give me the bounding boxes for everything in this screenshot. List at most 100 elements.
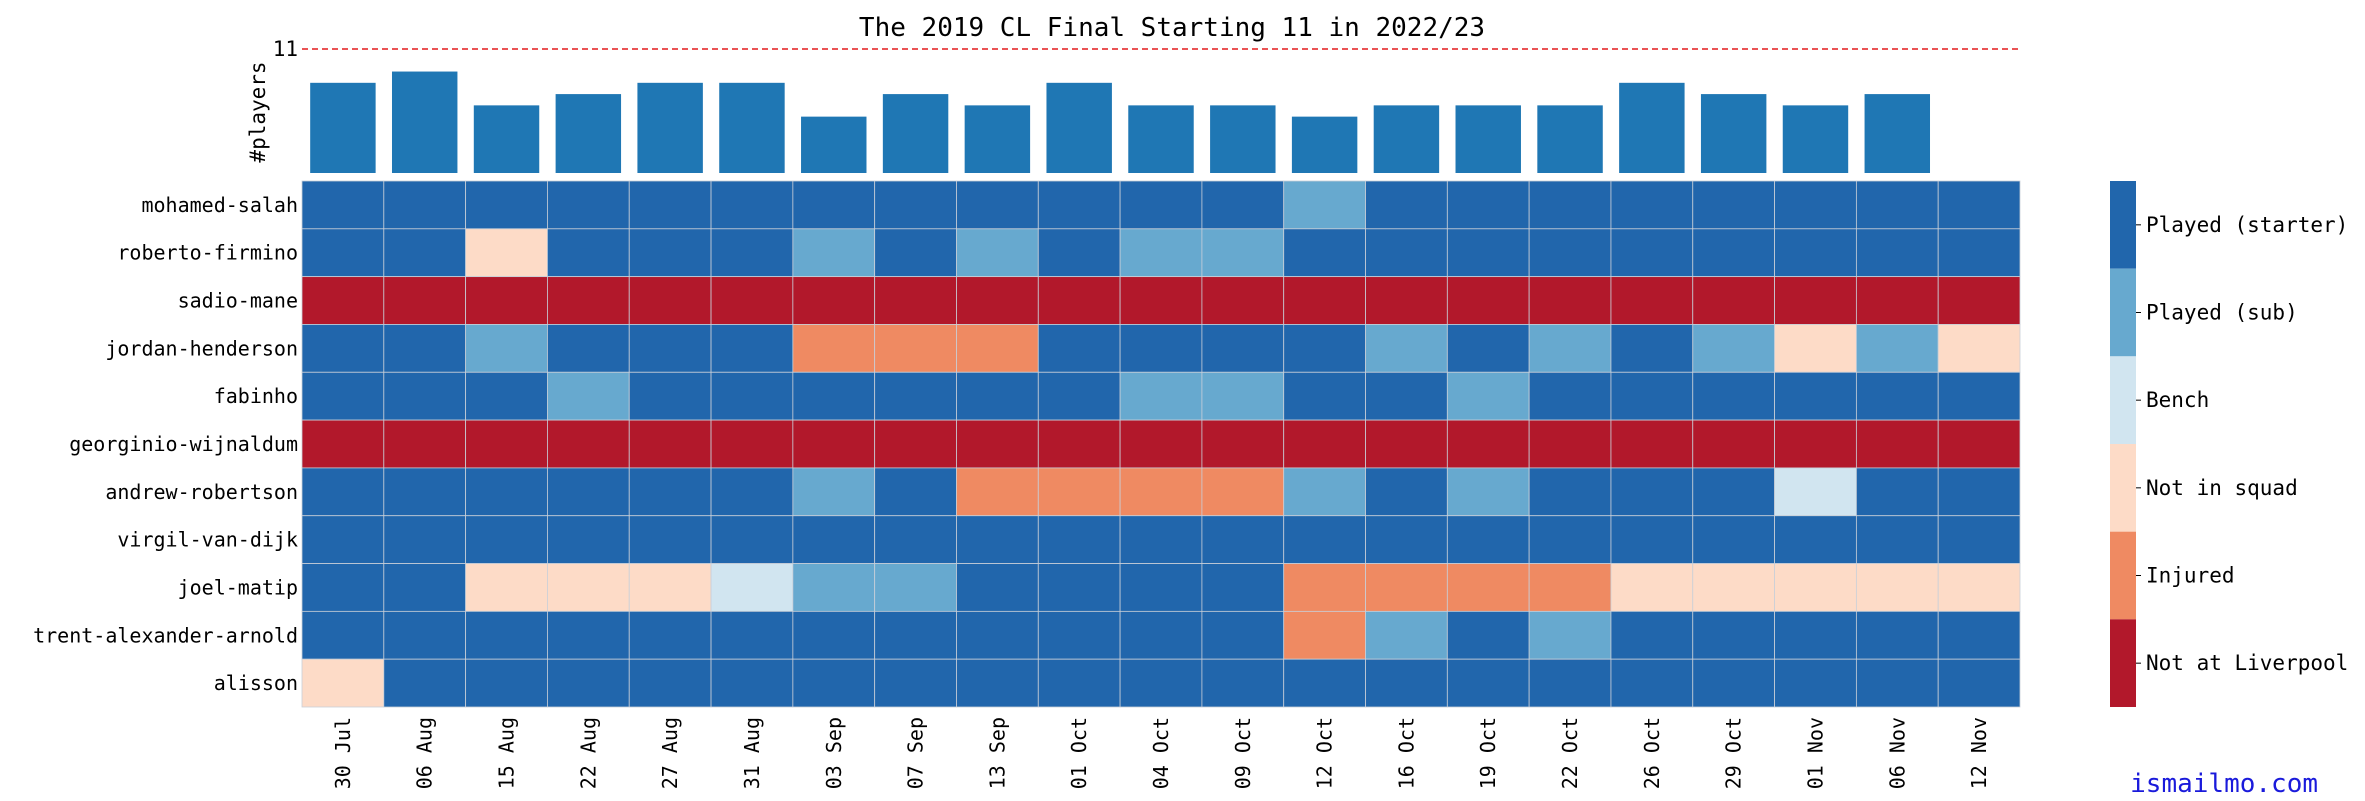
heatmap-cell	[1692, 658, 1775, 708]
heatmap-cell	[1774, 419, 1857, 469]
date-tick-label: 03 Sep	[822, 717, 846, 789]
heatmap-cell	[1528, 180, 1612, 230]
heatmap-cell	[465, 610, 548, 660]
heatmap-cell	[1692, 563, 1775, 612]
heatmap-cell	[1201, 371, 1285, 421]
heatmap-cell	[1037, 228, 1121, 278]
player-count-bar	[1210, 105, 1276, 173]
player-count-bar	[391, 71, 458, 173]
heatmap-cell	[301, 610, 385, 660]
heatmap-cell	[1528, 276, 1612, 325]
heatmap-cell	[1446, 467, 1530, 517]
date-tick-label: 12 Nov	[1967, 717, 1991, 789]
heatmap-cell	[792, 610, 876, 660]
heatmap-cell	[1365, 180, 1448, 230]
heatmap-cell	[465, 228, 548, 278]
heatmap-cell	[1774, 515, 1857, 564]
player-count-bar	[801, 116, 867, 173]
heatmap-cell	[383, 419, 467, 469]
heatmap-cell	[956, 658, 1039, 708]
legend-label: Not in squad	[2146, 476, 2298, 500]
heatmap-cell	[710, 467, 794, 517]
heatmap-cell	[1528, 563, 1612, 612]
heatmap-cell	[628, 276, 712, 325]
heatmap-cell	[383, 658, 467, 708]
heatmap-cell	[547, 563, 630, 612]
heatmap-cell	[1774, 658, 1857, 708]
heatmap-cell	[465, 324, 548, 373]
player-count-bar	[310, 82, 376, 173]
heatmap-cell	[1283, 276, 1366, 325]
heatmap-cell	[1446, 180, 1530, 230]
heatmap-cell	[956, 467, 1039, 517]
heatmap-cell	[1365, 419, 1448, 469]
heatmap-cell	[792, 276, 876, 325]
legend-label: Not at Liverpool	[2146, 651, 2348, 675]
heatmap-cell	[465, 467, 548, 517]
heatmap-cell	[1365, 563, 1448, 612]
heatmap-cell	[1937, 324, 2021, 373]
date-tick-label: 29 Oct	[1722, 717, 1746, 789]
heatmap-cell	[301, 324, 385, 373]
heatmap-cell	[1774, 180, 1857, 230]
heatmap-cell	[1528, 228, 1612, 278]
heatmap-cell	[874, 180, 957, 230]
heatmap-cell	[956, 371, 1039, 421]
player-count-bar	[1700, 94, 1767, 173]
player-label: trent-alexander-arnold	[33, 623, 298, 647]
heatmap-cell	[1774, 371, 1857, 421]
legend-label: Bench	[2146, 388, 2209, 412]
heatmap-cell	[1937, 228, 2021, 278]
heatmap-cell	[956, 228, 1039, 278]
heatmap-cell	[1446, 610, 1530, 660]
heatmap-cell	[628, 324, 712, 373]
player-label: alisson	[214, 671, 298, 695]
heatmap-cell	[1119, 467, 1203, 517]
heatmap-cell	[1855, 228, 1939, 278]
heatmap-cell	[874, 228, 957, 278]
heatmap-cell	[1037, 658, 1121, 708]
legend: Played (starter) Played (sub) Bench Not in …	[2110, 181, 2348, 707]
heatmap-cell	[1365, 467, 1448, 517]
heatmap-cell	[1937, 610, 2021, 660]
heatmap-cell	[1774, 276, 1857, 325]
heatmap-cell	[465, 515, 548, 564]
heatmap-cell	[1528, 324, 1612, 373]
heatmap-cell	[874, 419, 957, 469]
player-label: georginio-wijnaldum	[69, 432, 298, 456]
heatmap-cell	[1610, 324, 1694, 373]
heatmap-cell	[547, 371, 630, 421]
heatmap-cell	[1201, 276, 1285, 325]
legend-swatch	[2110, 444, 2136, 532]
heatmap-cell	[792, 467, 876, 517]
heatmap-cell	[547, 228, 630, 278]
heatmap-cell	[1937, 658, 2021, 708]
heatmap-cell	[628, 610, 712, 660]
heatmap-cell	[956, 563, 1039, 612]
heatmap-cell	[1855, 658, 1939, 708]
heatmap-cell	[383, 324, 467, 373]
player-count-bar	[1291, 116, 1358, 173]
heatmap-cell	[1365, 324, 1448, 373]
heatmap-cell	[1855, 419, 1939, 469]
heatmap-cell	[465, 276, 548, 325]
player-count-bar	[719, 82, 785, 173]
heatmap-cell	[874, 467, 957, 517]
player-count-bar	[882, 94, 949, 173]
heatmap-cell	[1528, 658, 1612, 708]
heatmap-cell	[383, 228, 467, 278]
heatmap-cell	[1201, 180, 1285, 230]
heatmap-cell	[792, 515, 876, 564]
heatmap-cell	[1037, 180, 1121, 230]
heatmap-cell	[465, 563, 548, 612]
heatmap-cell	[301, 180, 385, 230]
heatmap-cell	[956, 515, 1039, 564]
heatmap-cell	[1446, 371, 1530, 421]
heatmap-cell	[710, 180, 794, 230]
date-tick-label: 01 Oct	[1067, 717, 1091, 789]
heatmap-cell	[1937, 563, 2021, 612]
top-bar-max-tick: 11	[273, 37, 298, 61]
heatmap-cell	[1610, 180, 1694, 230]
date-tick-label: 31 Aug	[740, 717, 764, 789]
credit-text[interactable]: ismailmo.com	[2130, 769, 2318, 799]
